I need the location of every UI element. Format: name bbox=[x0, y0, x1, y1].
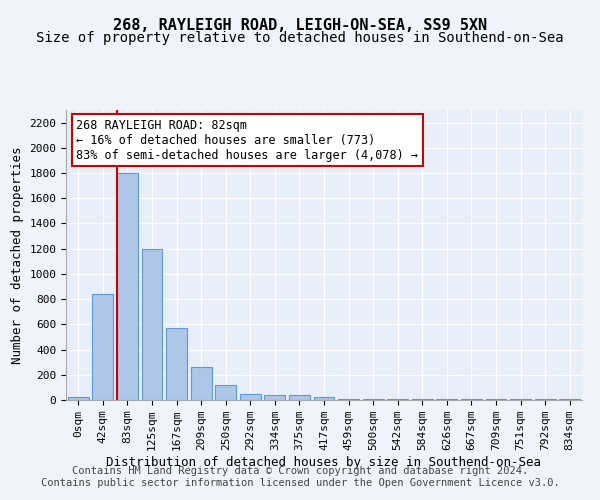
Bar bbox=[191, 367, 212, 400]
Bar bbox=[142, 248, 163, 400]
Bar bbox=[240, 394, 261, 400]
Bar bbox=[314, 397, 334, 400]
Text: Contains HM Land Registry data © Crown copyright and database right 2024.
Contai: Contains HM Land Registry data © Crown c… bbox=[41, 466, 559, 487]
Bar bbox=[289, 395, 310, 400]
Bar bbox=[166, 328, 187, 400]
Bar bbox=[338, 398, 359, 400]
Bar bbox=[92, 294, 113, 400]
Text: 268 RAYLEIGH ROAD: 82sqm
← 16% of detached houses are smaller (773)
83% of semi-: 268 RAYLEIGH ROAD: 82sqm ← 16% of detach… bbox=[76, 118, 418, 162]
Text: 268, RAYLEIGH ROAD, LEIGH-ON-SEA, SS9 5XN: 268, RAYLEIGH ROAD, LEIGH-ON-SEA, SS9 5X… bbox=[113, 18, 487, 32]
Text: Size of property relative to detached houses in Southend-on-Sea: Size of property relative to detached ho… bbox=[36, 31, 564, 45]
Bar bbox=[117, 173, 138, 400]
Bar bbox=[68, 397, 89, 400]
Bar bbox=[265, 395, 286, 400]
Y-axis label: Number of detached properties: Number of detached properties bbox=[11, 146, 24, 364]
X-axis label: Distribution of detached houses by size in Southend-on-Sea: Distribution of detached houses by size … bbox=[107, 456, 542, 469]
Bar bbox=[215, 385, 236, 400]
